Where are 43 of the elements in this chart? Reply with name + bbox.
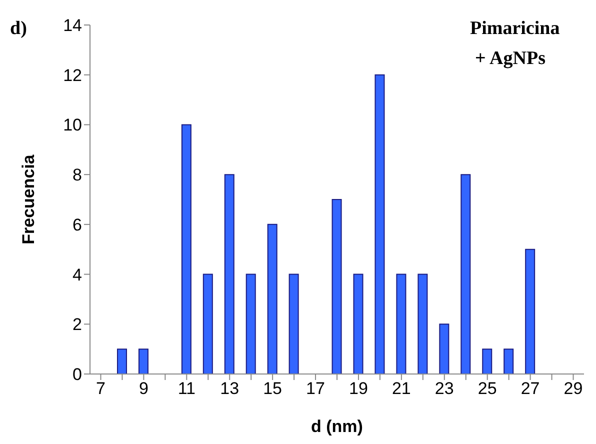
x-tick-label: 15: [263, 379, 282, 398]
y-tick-label: 14: [63, 16, 82, 36]
y-tick-label: 10: [63, 116, 82, 135]
bar: [353, 274, 364, 374]
x-tick-label: 17: [306, 379, 325, 398]
bar: [288, 274, 299, 374]
annotation: Pimaricina: [470, 18, 560, 40]
bar: [482, 348, 492, 374]
bar: [439, 324, 450, 374]
y-tick-label: 8: [72, 166, 82, 185]
y-axis-title: Frecuencia: [19, 154, 38, 244]
x-tick-label: 25: [478, 379, 497, 398]
y-tick-label: 2: [72, 315, 82, 334]
bar: [396, 274, 406, 374]
bar: [116, 348, 127, 374]
x-tick-label: 11: [178, 379, 196, 398]
bar: [202, 274, 213, 374]
bar: [504, 348, 514, 374]
x-tick-label: 29: [564, 379, 583, 398]
x-tick-label: 9: [138, 379, 148, 398]
text: d): [10, 18, 27, 40]
x-tick-label: 23: [434, 379, 454, 398]
bar: [138, 348, 148, 374]
annotation: + AgNPs: [475, 48, 546, 70]
y-tick-label: 6: [72, 215, 82, 234]
bar: [224, 174, 234, 374]
bar: [267, 224, 278, 374]
bar: [525, 248, 536, 374]
x-tick-label: 7: [96, 379, 106, 398]
bar: [246, 274, 256, 374]
y-tick-label: 12: [63, 66, 82, 85]
bar: [418, 274, 428, 374]
bar: [181, 124, 192, 374]
bar: [460, 174, 471, 374]
y-tick-label: 4: [72, 265, 82, 284]
x-tick-label: 27: [520, 379, 540, 398]
y-tick-label: 0: [72, 365, 82, 384]
bar: [374, 74, 385, 374]
x-tick-label: 19: [349, 379, 368, 398]
x-tick-label: 21: [392, 379, 411, 398]
bar: [332, 199, 342, 374]
x-tick-label: 13: [220, 379, 240, 398]
x-axis-title: d (nm): [311, 417, 363, 436]
